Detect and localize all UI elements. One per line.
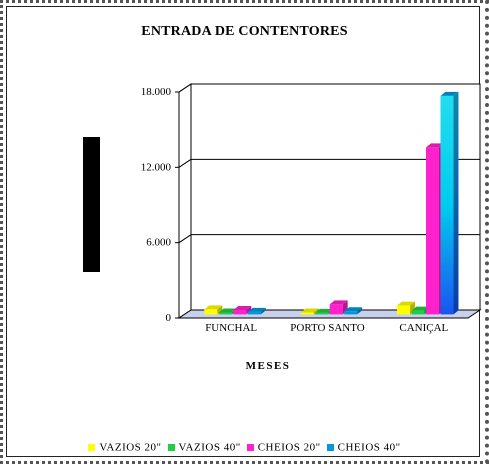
bar-top [233, 306, 252, 311]
x-tick-label: FUNCHAL [205, 322, 257, 334]
bar [440, 91, 459, 315]
bar-front [425, 147, 439, 315]
grid-line-side [178, 234, 192, 244]
legend-swatch [167, 443, 175, 451]
legend: VAZIOS 20" VAZIOS 40" CHEIOS 20" CHEIOS 40" [0, 441, 489, 453]
bar-front [300, 312, 314, 315]
bar-top [440, 91, 459, 96]
legend-item: CHEIOS 20" [246, 441, 321, 454]
y-tick-label: 18.000 [141, 86, 172, 98]
legend-item: VAZIOS 20" [88, 441, 161, 453]
bar-side [313, 308, 319, 315]
legend-swatch [326, 443, 334, 451]
y-axis-ticks: 0 6.000 12.000 18.000 [141, 86, 179, 324]
bar [344, 307, 363, 315]
legend-item: VAZIOS 40" [167, 441, 241, 454]
bar-top [411, 306, 430, 311]
bar [204, 305, 223, 315]
bar-front [329, 304, 343, 315]
x-axis-ticks: FUNCHAL PORTO SANTO CANIÇAL [205, 322, 448, 334]
bar-front [204, 309, 218, 315]
bar-side [246, 306, 252, 315]
legend-item: CHEIOS 40" [326, 441, 401, 454]
bar-front [344, 311, 358, 315]
side-wall [178, 83, 192, 319]
bar-top [247, 307, 266, 312]
bar [247, 307, 266, 315]
bar-side [357, 307, 363, 315]
x-tick-label: CANIÇAL [399, 322, 448, 334]
bar-top [204, 305, 223, 310]
chart-title: ENTRADA DE CONTENTORES [141, 24, 348, 39]
bar-top [425, 143, 444, 148]
legend-swatch [88, 443, 96, 451]
bar-top [396, 301, 415, 306]
bar-front [411, 310, 425, 315]
y-axis-label-block [83, 137, 100, 272]
bar-top [329, 300, 348, 305]
x-tick-label: PORTO SANTO [290, 322, 364, 334]
bar-top [344, 307, 363, 312]
y-tick-label: 0 [166, 312, 172, 324]
bar-side [260, 307, 266, 315]
bar-top [218, 308, 237, 313]
y-tick-label: 12.000 [141, 161, 172, 173]
bar-side [453, 91, 459, 315]
bar-front [315, 312, 329, 315]
bar-front [440, 95, 454, 315]
bar [233, 306, 252, 315]
legend-swatch [246, 443, 254, 451]
grid-line-side [178, 83, 192, 93]
bar-top [315, 308, 334, 313]
bar-front [247, 311, 261, 315]
bar-front [233, 310, 247, 315]
y-tick-label: 6.000 [146, 237, 171, 249]
x-axis-label: MESES [245, 360, 291, 372]
bar-front [396, 305, 410, 315]
legend-label: VAZIOS 20" [99, 441, 162, 454]
bar-front [218, 312, 232, 315]
bar-side [217, 305, 223, 315]
bars [204, 91, 459, 315]
grid-line-side [178, 158, 192, 168]
legend-label: CHEIOS 40" [337, 441, 401, 454]
bar-top [300, 308, 319, 313]
bar [300, 308, 319, 315]
legend-label: CHEIOS 20" [257, 441, 321, 454]
legend-label: VAZIOS 40" [178, 441, 241, 454]
